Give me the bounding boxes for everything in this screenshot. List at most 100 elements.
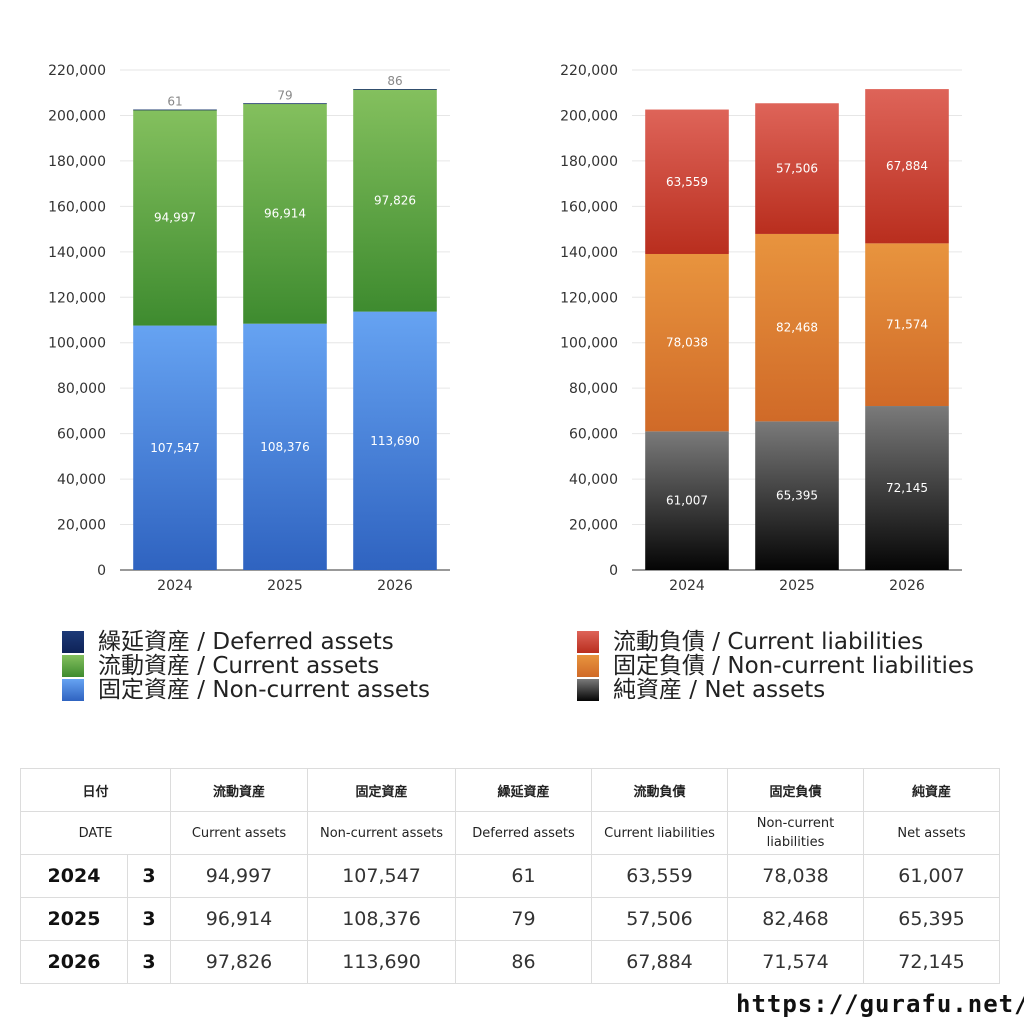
x-tick-label: 2026 xyxy=(889,578,925,594)
source-url-link[interactable]: https://gurafu.net/ xyxy=(736,990,1024,1018)
y-tick-label: 140,000 xyxy=(560,245,618,261)
y-tick-label: 220,000 xyxy=(48,63,106,79)
header-noncurrent-liabilities-en: Non-current liabilities xyxy=(727,811,865,855)
legend-swatch xyxy=(62,679,84,701)
bar-segment xyxy=(243,103,327,105)
header-current-liabilities-en: Current liabilities xyxy=(591,811,729,855)
bar-segment xyxy=(755,233,839,422)
x-tick-label: 2024 xyxy=(669,578,705,594)
y-tick-label: 200,000 xyxy=(48,108,106,124)
legend-label: 固定負債 / Non-current liabilities xyxy=(613,653,974,679)
header-noncurrent-assets-jp: 固定資産 xyxy=(307,768,457,812)
data-label: 86 xyxy=(387,74,402,88)
legend-item: 流動資産 / Current assets xyxy=(62,654,430,678)
bar-segment xyxy=(133,109,217,326)
legend-label: 流動負債 / Current liabilities xyxy=(613,629,924,655)
data-label: 63,559 xyxy=(666,175,708,189)
header-current-assets-en: Current assets xyxy=(170,811,309,855)
legend-item: 繰延資産 / Deferred assets xyxy=(62,630,430,654)
table-header-en: DATE Current assets Non-current assets D… xyxy=(19,811,1001,855)
y-tick-label: 200,000 xyxy=(560,108,618,124)
table-row: 2024 3 94,997 107,547 61 63,559 78,038 6… xyxy=(20,854,1001,898)
y-tick-label: 120,000 xyxy=(560,290,618,306)
cell-noncurrent-liabilities: 78,038 xyxy=(727,854,865,898)
data-label: 97,826 xyxy=(374,193,416,207)
y-tick-label: 0 xyxy=(97,563,106,579)
legend-label: 流動資産 / Current assets xyxy=(98,653,380,679)
bar-segment xyxy=(133,109,217,111)
bar-segment xyxy=(645,109,729,254)
cell-noncurrent-assets: 107,547 xyxy=(307,854,457,898)
liabilities-legend: 流動負債 / Current liabilities 固定負債 / Non-cur… xyxy=(577,630,974,702)
cell-noncurrent-liabilities: 71,574 xyxy=(727,940,865,984)
header-deferred-assets-en: Deferred assets xyxy=(455,811,593,855)
x-tick-label: 2025 xyxy=(779,578,815,594)
y-tick-label: 80,000 xyxy=(57,381,106,397)
header-deferred-assets-jp: 繰延資産 xyxy=(455,768,593,812)
y-tick-label: 20,000 xyxy=(569,518,618,534)
table-row: 2025 3 96,914 108,376 79 57,506 82,468 6… xyxy=(20,897,1001,941)
bar-segment xyxy=(243,323,327,570)
row-year: 2024 xyxy=(20,854,128,898)
data-label: 72,145 xyxy=(886,481,928,495)
y-tick-label: 60,000 xyxy=(57,427,106,443)
y-tick-label: 100,000 xyxy=(48,336,106,352)
bar-segment xyxy=(755,103,839,234)
data-label: 65,395 xyxy=(776,489,818,503)
y-tick-label: 220,000 xyxy=(560,63,618,79)
y-tick-label: 80,000 xyxy=(569,381,618,397)
bar-segment xyxy=(133,325,217,570)
row-month: 3 xyxy=(126,854,172,898)
row-month: 3 xyxy=(126,897,172,941)
bar-segment xyxy=(755,421,839,570)
legend-swatch xyxy=(62,655,84,677)
bar-segment xyxy=(243,103,327,324)
cell-current-liabilities: 57,506 xyxy=(591,897,729,941)
legend-item: 固定負債 / Non-current liabilities xyxy=(577,654,974,678)
legend-label: 固定資産 / Non-current assets xyxy=(98,677,431,703)
bar-segment xyxy=(865,243,949,407)
y-tick-label: 0 xyxy=(609,563,618,579)
legend-item: 純資産 / Net assets xyxy=(577,678,974,702)
x-tick-label: 2026 xyxy=(377,578,413,594)
assets-stacked-bar-chart: 0 20,000 40,000 60,000 80,000 100,000 120,000 1… xyxy=(48,63,450,594)
legend-swatch xyxy=(577,631,599,653)
y-tick-label: 40,000 xyxy=(569,472,618,488)
bar-segment xyxy=(353,89,437,312)
header-net-assets-en: Net assets xyxy=(863,811,1001,855)
legend-item: 流動負債 / Current liabilities xyxy=(577,630,974,654)
x-tick-label: 2024 xyxy=(157,578,193,594)
data-label: 107,547 xyxy=(150,441,200,455)
cell-net-assets: 61,007 xyxy=(863,854,1001,898)
cell-current-assets: 96,914 xyxy=(170,897,309,941)
header-noncurrent-assets-en: Non-current assets xyxy=(307,811,457,855)
cell-current-liabilities: 63,559 xyxy=(591,854,729,898)
y-tick-label: 60,000 xyxy=(569,427,618,443)
y-tick-label: 180,000 xyxy=(48,154,106,170)
assets-legend: 繰延資産 / Deferred assets 流動資産 / Current ass… xyxy=(62,630,430,702)
y-tick-label: 40,000 xyxy=(57,472,106,488)
data-label: 61 xyxy=(167,95,182,109)
cell-deferred-assets: 61 xyxy=(455,854,593,898)
cell-current-liabilities: 67,884 xyxy=(591,940,729,984)
table-header-jp: 日付 流動資産 固定資産 繰延資産 流動負債 固定負債 純資産 xyxy=(19,768,1001,812)
cell-deferred-assets: 86 xyxy=(455,940,593,984)
balance-sheet-table: 日付 流動資産 固定資産 繰延資産 流動負債 固定負債 純資産 DATE Cur… xyxy=(19,768,1001,984)
cell-net-assets: 65,395 xyxy=(863,897,1001,941)
legend-label: 繰延資産 / Deferred assets xyxy=(98,629,394,655)
bar-segment xyxy=(353,89,437,90)
x-tick-label: 2025 xyxy=(267,578,303,594)
header-date-en: DATE xyxy=(19,811,172,855)
header-net-assets-jp: 純資産 xyxy=(863,768,1001,812)
bar-segment xyxy=(865,406,949,570)
cell-current-assets: 97,826 xyxy=(170,940,309,984)
data-label: 71,574 xyxy=(886,318,928,332)
table-row: 2026 3 97,826 113,690 86 67,884 71,574 7… xyxy=(20,940,1001,984)
cell-noncurrent-liabilities: 82,468 xyxy=(727,897,865,941)
row-year: 2026 xyxy=(20,940,128,984)
legend-swatch xyxy=(577,655,599,677)
cell-net-assets: 72,145 xyxy=(863,940,1001,984)
bar-segment xyxy=(645,431,729,570)
bar-segment xyxy=(645,253,729,432)
legend-item: 固定資産 / Non-current assets xyxy=(62,678,430,702)
